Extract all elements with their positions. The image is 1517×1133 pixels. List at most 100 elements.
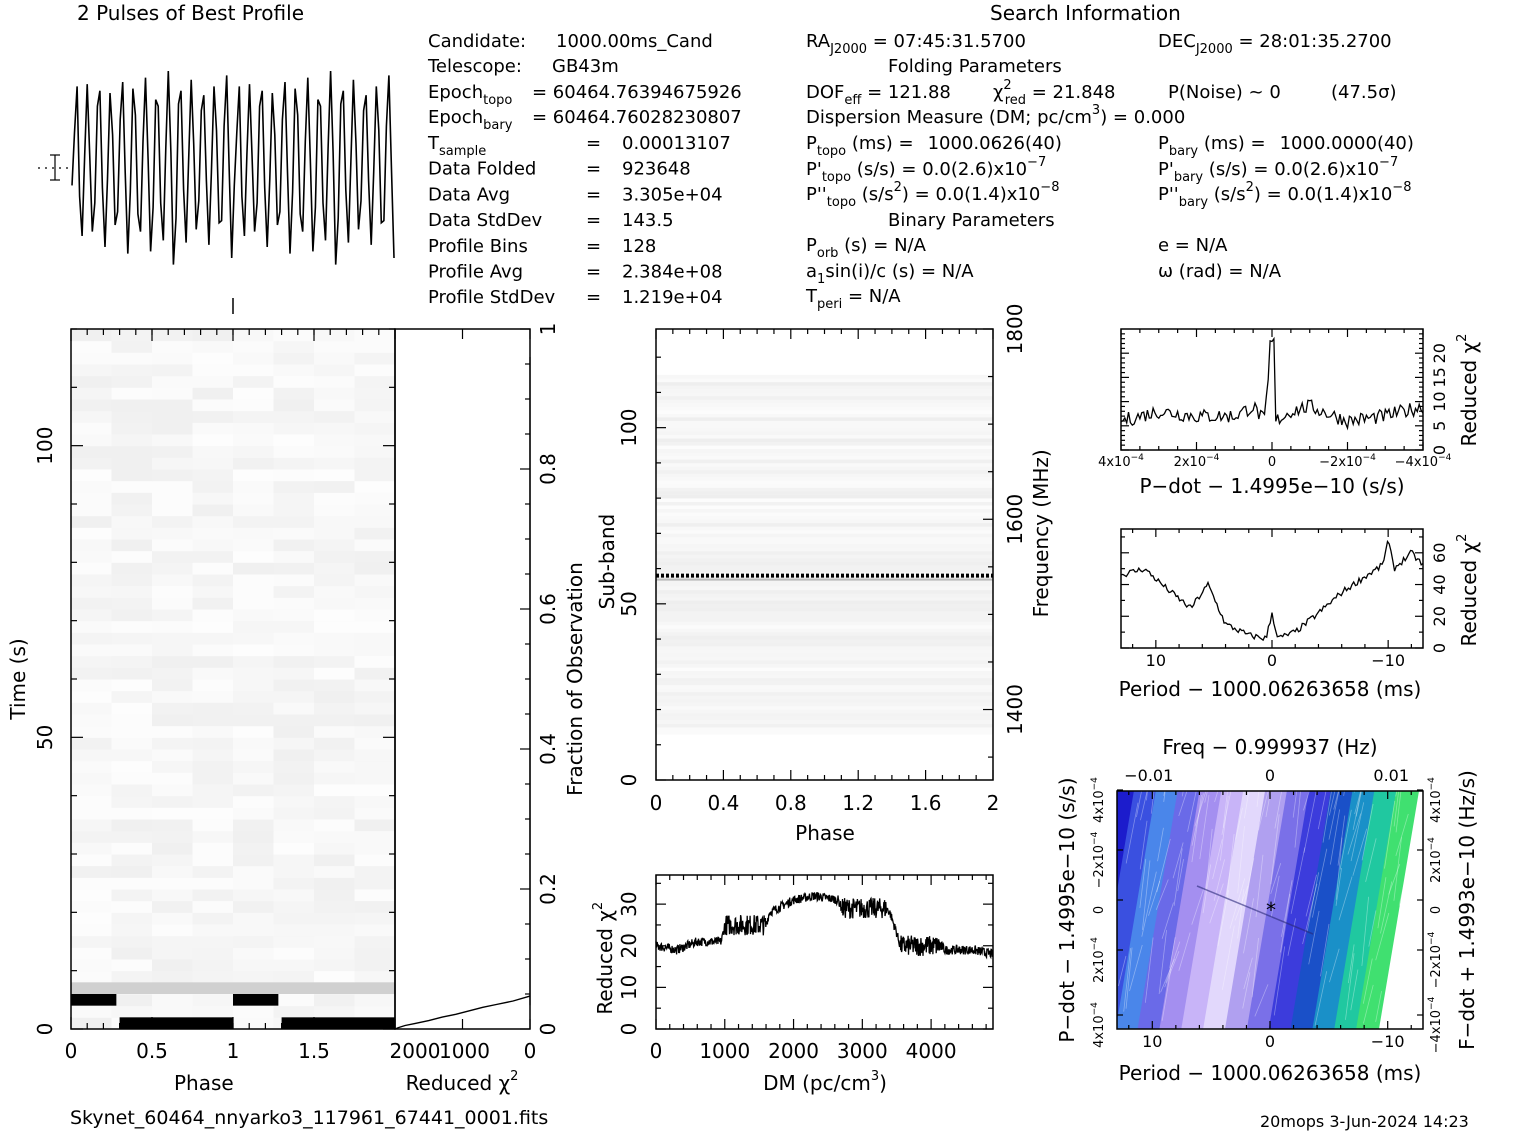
tp-noise-cell [273,947,315,960]
tp-noise-cell [192,737,234,750]
time-chi2-frame [394,328,531,1030]
tp-light-row [71,982,395,994]
ppd-streak [1187,791,1197,832]
tp-noise-cell [111,749,153,762]
ppd-xtick-label: 0 [1265,1032,1275,1051]
tp-noise-cell [71,830,112,843]
tp-noise-cell [273,375,315,388]
tp-noise-cell [152,445,193,458]
sb-band [656,632,993,636]
tp-noise-cell [152,422,193,435]
tp-noise-cell [111,900,153,913]
ppd-streak [1393,791,1400,827]
tp-noise-cell [314,550,355,563]
tp-noise-cell [71,737,112,750]
tp-noise-cell [314,655,355,668]
tp-noise-cell [233,690,274,703]
tc-xlabel: Reduced χ2 [406,1069,519,1095]
sb-band [656,702,993,707]
ppd-ridge [1196,885,1314,935]
sb-band [656,600,993,605]
ppd-streak [1328,791,1340,840]
tp-noise-cell [273,912,315,925]
tp-noise-cell [192,807,234,820]
tp-noise-cell [314,410,355,423]
ppd-streak [1395,791,1402,833]
ppd-streak [1139,820,1148,870]
sb-band [656,720,993,724]
ppd-y2tick-exp: −4 [1427,837,1437,851]
ppd-streak [1368,910,1377,947]
ppd-streak [1347,813,1362,855]
tp-noise-cell [314,632,355,645]
tp-noise-cell [233,620,274,633]
tp-noise-cell [111,527,153,540]
info-rows: Tsample = 0.00013107 Data Folded = 923648 Data… [427,133,731,308]
ppd-y2tick-exp: −4 [1427,931,1437,945]
tp-noise-cell [111,924,153,937]
sb-band [656,378,993,383]
binary-params-title: Binary Parameters [888,210,1055,231]
tp-noise-cell [192,632,234,645]
ppd-streak [1158,929,1167,995]
info-row-value: 923648 [622,159,691,180]
tp-noise-cell [354,784,396,797]
tp-noise-cell [111,655,153,668]
tp-noise-cell [354,609,396,622]
ppd-ytick-text: 2x10 [1092,950,1107,983]
tp-noise-cell [273,935,315,948]
info-row-label-text: Profile Bins [428,236,528,257]
tp-noise-cell [152,352,193,365]
sb-band [656,434,993,439]
tp-noise-cell [233,410,274,423]
ppd-streak [1234,885,1249,921]
sb-band [656,469,993,474]
tp-noise-cell [354,655,396,668]
sb-band [656,706,993,710]
tp-noise-cell [273,574,315,587]
tp-noise-cell [71,644,112,657]
tp-noise-cell [354,737,396,750]
ppd-streak [1392,961,1403,1017]
tp-noise-cell [233,527,274,540]
tp-noise-cell [354,749,396,762]
pd-xlabel: P−dot − 1.4995e−10 (s/s) [1139,474,1404,498]
pd-xtick-label: 4x10−4 [1098,453,1144,470]
tp-noise-cell [273,737,315,750]
tp-noise-cell [233,352,274,365]
tp-noise-cell [314,480,355,493]
tp-noise-cell [71,387,112,400]
tp-noise-cell [111,375,153,388]
time-phase-plot: 0 0.5 1 1.5 0 50 100 Phase Time (s) [6,328,396,1095]
ppd-y2tick-label: 0 [1429,906,1444,914]
ppd-ytick-text: 4x10 [1092,790,1107,823]
sb-band [656,663,993,668]
ppd-xlabel: Period − 1000.06263658 (ms) [1119,1061,1422,1085]
sb-xtick-label: 0.4 [707,791,739,815]
ppd-streak [1255,854,1264,918]
tp-noise-cell [354,387,396,400]
pe-ytick-label: 20 [1430,606,1449,626]
ppd-y2tick-label: 2x10−4 [1427,837,1444,883]
ppd-stripe [1117,791,1179,1029]
sb-band [656,550,993,555]
info-row-eq: = [586,262,601,283]
tp-noise-cell [354,539,396,552]
pddot-topo-line: P''topo (s/s2) = 0.0(1.4)x10−8 [806,180,1059,210]
dm-xlabel-main: DM (pc/cm [763,1071,871,1095]
tp-noise-cell [71,900,112,913]
pddot-bary-line: P''bary (s/s2) = 0.0(1.4)x10−8 [1158,180,1411,210]
tp-noise-cell [152,457,193,470]
ppd-stripe [1159,791,1223,1029]
tp-noise-cell [273,889,315,902]
tp-noise-cell [71,550,112,563]
sb-band [656,455,993,460]
tp-noise-cell [71,714,112,727]
tp-noise-cell [152,725,193,738]
tp-noise-cell [152,947,193,960]
sb-band [656,392,993,397]
period-chi2-plot: 10 0 −10 0 20 40 60 Period − 1000.06263658 (ms)… [1119,528,1481,701]
tp-noise-cell [71,527,112,540]
tp-noise-cell [192,947,234,960]
ppd-streak [1361,896,1369,966]
